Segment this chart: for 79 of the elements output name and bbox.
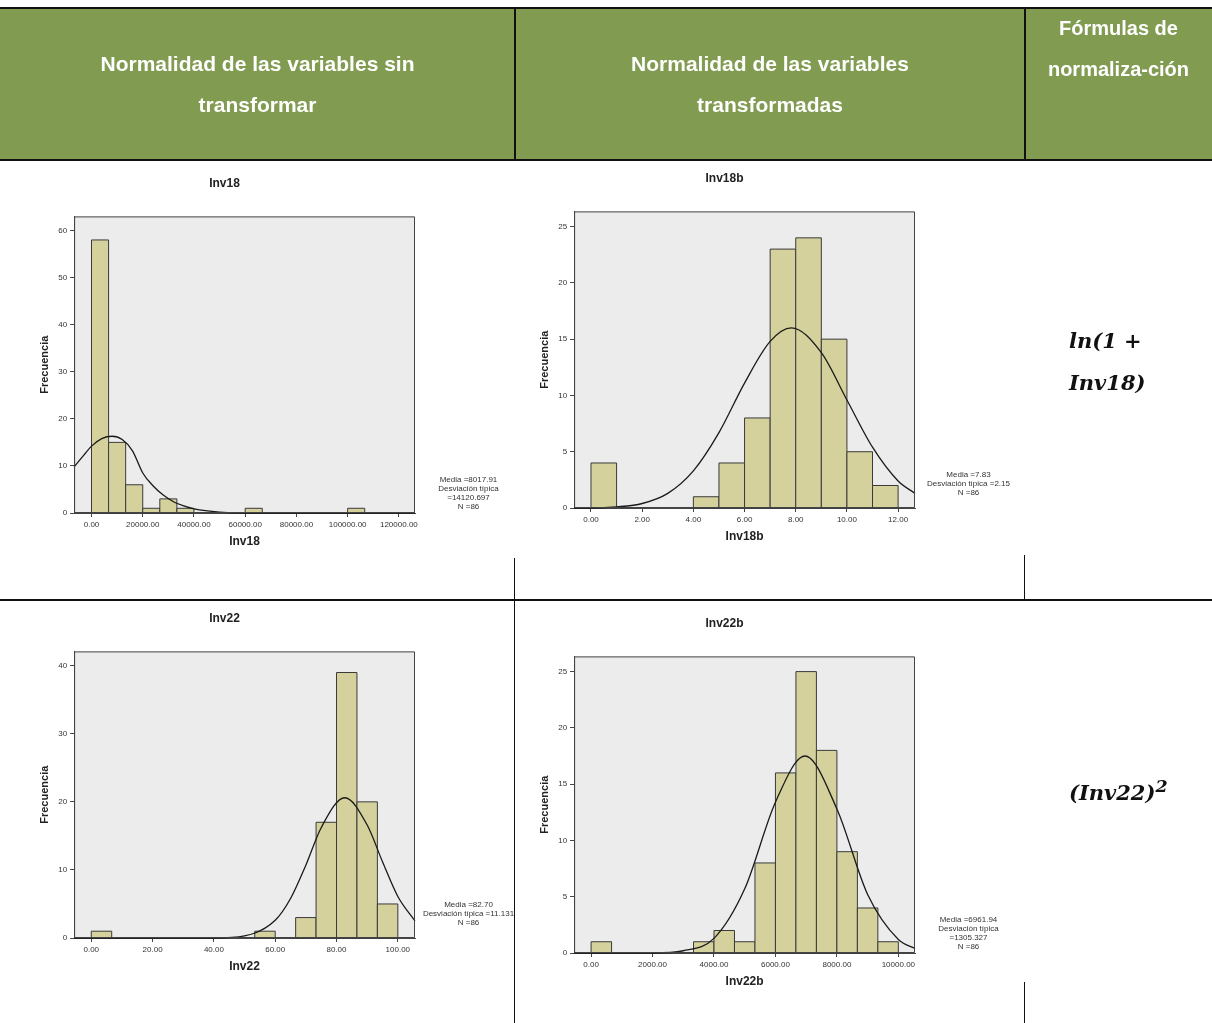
y-tick-label: 20 bbox=[58, 797, 68, 807]
y-axis-title: Frecuencia bbox=[37, 764, 50, 824]
y-tick-label: 0 bbox=[62, 933, 68, 943]
x-axis-title: Inv22 bbox=[229, 959, 261, 974]
x-tick-label: 80.00 bbox=[326, 945, 348, 954]
x-tick-label: 4000.00 bbox=[699, 960, 729, 969]
y-axis-title: Frecuencia bbox=[37, 334, 50, 394]
y-tick-label: 20 bbox=[558, 278, 568, 288]
y-tick-label: 0 bbox=[562, 503, 568, 513]
x-tick-label: 0.00 bbox=[83, 945, 100, 954]
y-tick-label: 0 bbox=[562, 948, 568, 958]
x-axis-title: Inv18 bbox=[229, 534, 261, 549]
text: Normalidad de las variables transformadas bbox=[630, 51, 910, 118]
text: Media =7.83 bbox=[946, 470, 991, 479]
y-tick-label: 60 bbox=[58, 225, 68, 235]
y-tick-label: 30 bbox=[58, 366, 68, 376]
x-tick-label: 8.00 bbox=[787, 515, 805, 524]
y-axis-title: Frecuencia bbox=[537, 329, 550, 389]
x-tick-label: 0.00 bbox=[583, 960, 600, 969]
text: ln(1 + Inv18) bbox=[1069, 327, 1147, 397]
text: N =86 bbox=[457, 918, 480, 927]
x-tick-label: 8000.00 bbox=[822, 960, 852, 969]
y-axis-title: Frecuencia bbox=[537, 774, 550, 834]
x-axis-title: Inv22b bbox=[725, 974, 764, 989]
x-tick-label: 12.00 bbox=[888, 515, 909, 524]
x-tick-label: 0.00 bbox=[583, 515, 600, 524]
x-tick-label: 40000.00 bbox=[177, 520, 212, 529]
x-tick-label: 10.00 bbox=[836, 515, 858, 524]
x-tick-label: 6.00 bbox=[736, 515, 753, 524]
x-tick-label: 80000.00 bbox=[279, 520, 314, 529]
x-tick-label: 60.00 bbox=[265, 945, 286, 954]
text: Desviación típica =14120.697 bbox=[438, 484, 499, 502]
y-tick-label: 50 bbox=[58, 272, 68, 282]
y-tick-label: 0 bbox=[62, 508, 68, 518]
text: N =86 bbox=[457, 502, 480, 511]
y-tick-label: 10 bbox=[58, 865, 68, 875]
chart-title: Inv18 bbox=[209, 175, 241, 190]
y-tick-label: 40 bbox=[58, 319, 68, 329]
text: Media =82.70 bbox=[444, 900, 493, 909]
text: Media =6961.94 bbox=[939, 915, 998, 924]
y-tick-label: 25 bbox=[558, 666, 568, 676]
x-tick-label: 2000.00 bbox=[638, 960, 668, 969]
y-tick-label: 30 bbox=[58, 728, 68, 738]
text: Media =8017.91 bbox=[439, 475, 498, 484]
x-tick-label: 2.00 bbox=[634, 515, 651, 524]
text: Desviación típica =2.15 bbox=[927, 479, 1010, 488]
y-tick-label: 25 bbox=[558, 221, 568, 231]
y-tick-label: 15 bbox=[558, 779, 568, 789]
chart-title: Inv18b bbox=[705, 170, 744, 185]
text: (Inv22)$^{2}$ bbox=[1069, 775, 1169, 807]
y-tick-label: 40 bbox=[58, 660, 68, 670]
y-tick-label: 10 bbox=[558, 390, 568, 400]
x-tick-label: 100.00 bbox=[385, 945, 411, 954]
y-tick-label: 15 bbox=[558, 334, 568, 344]
text: Desviación típica =1305.327 bbox=[938, 924, 999, 942]
x-tick-label: 20.00 bbox=[142, 945, 164, 954]
x-tick-label: 10000.00 bbox=[881, 960, 916, 969]
x-tick-label: 120000.00 bbox=[379, 520, 419, 529]
chart-title: Inv22b bbox=[705, 615, 744, 630]
text: Fórmulas de normaliza-ción bbox=[1046, 16, 1191, 82]
x-axis-title: Inv18b bbox=[725, 529, 764, 544]
x-tick-label: 40.00 bbox=[203, 945, 225, 954]
chart-title: Inv22 bbox=[209, 610, 241, 625]
y-tick-label: 20 bbox=[558, 723, 568, 733]
y-tick-label: 10 bbox=[58, 461, 68, 471]
text: Desviación típica =11.131 bbox=[422, 909, 515, 918]
text: N =86 bbox=[957, 488, 980, 497]
text: Normalidad de las variables sin transformar bbox=[99, 51, 416, 118]
x-tick-label: 4.00 bbox=[685, 515, 702, 524]
x-tick-label: 60000.00 bbox=[228, 520, 263, 529]
y-tick-label: 20 bbox=[58, 414, 68, 424]
x-tick-label: 0.00 bbox=[83, 520, 100, 529]
y-tick-label: 10 bbox=[558, 835, 568, 845]
y-tick-label: 5 bbox=[562, 891, 568, 901]
x-tick-label: 6000.00 bbox=[760, 960, 791, 969]
text: N =86 bbox=[957, 942, 980, 951]
x-tick-label: 100000.00 bbox=[328, 520, 368, 529]
x-tick-label: 20000.00 bbox=[126, 520, 160, 529]
y-tick-label: 5 bbox=[562, 446, 568, 456]
